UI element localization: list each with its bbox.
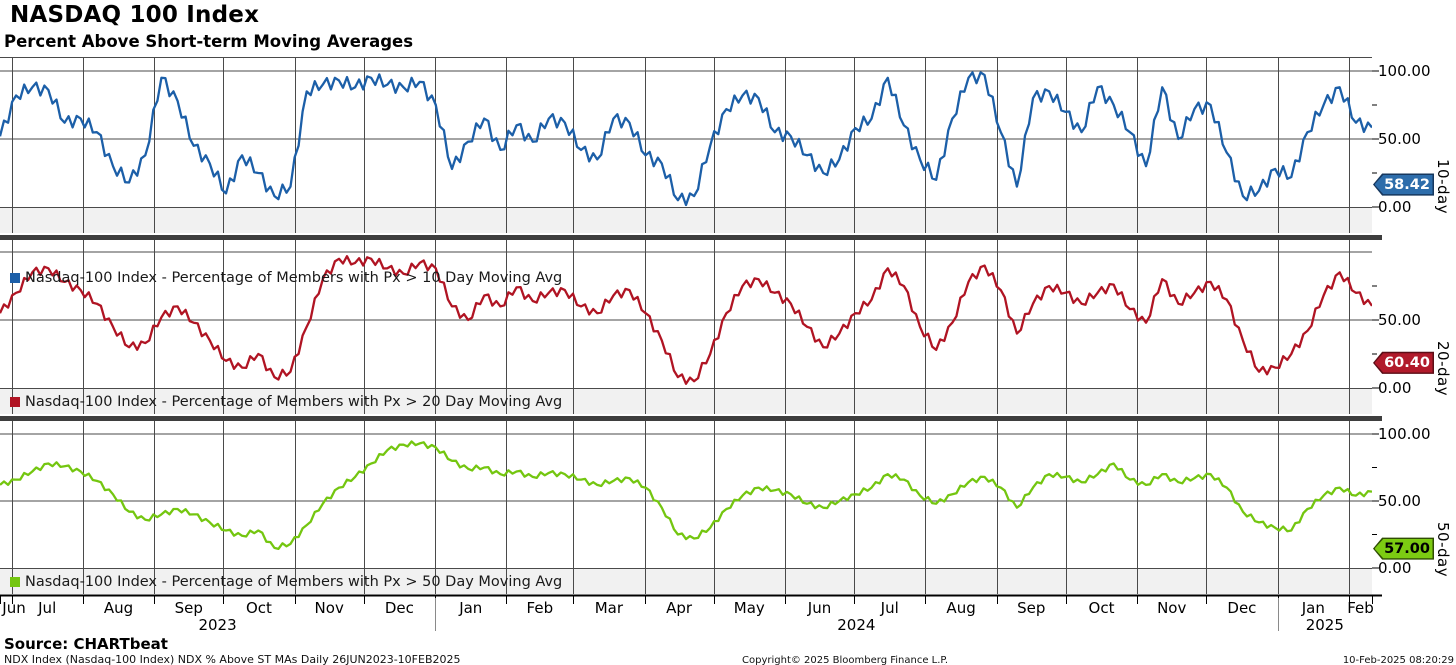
legend-label-20-day: Nasdaq-100 Index - Percentage of Members… — [25, 394, 563, 410]
x-tick-month: Dec — [384, 599, 414, 617]
x-tick-month: Mar — [594, 599, 624, 617]
x-tick-month: Jul — [880, 599, 899, 617]
x-tick-month: Jun — [807, 599, 832, 617]
y-tick-label: 100.00 — [1378, 62, 1431, 80]
x-tick-month: Feb — [526, 599, 554, 617]
legend-marker-20-day-icon — [10, 397, 20, 407]
x-tick-month: Jan — [1301, 599, 1325, 617]
x-tick-month: May — [733, 599, 765, 617]
y-tick-label: 0.00 — [1378, 198, 1412, 216]
panel-axis-label-20-day: 20-day — [1434, 341, 1452, 397]
x-tick-month: Oct — [246, 599, 272, 617]
y-tick-label: 0.00 — [1378, 379, 1412, 397]
legend-20-day: Nasdaq-100 Index - Percentage of Members… — [10, 389, 562, 415]
x-tick-year: 2023 — [198, 616, 237, 634]
copyright-label: Copyright© 2025 Bloomberg Finance L.P. — [742, 655, 949, 665]
x-tick-month: Nov — [1157, 599, 1187, 617]
x-tick-month: Sep — [174, 599, 203, 617]
y-tick-label: 50.00 — [1378, 130, 1421, 148]
x-tick-month: Apr — [666, 599, 693, 617]
chart-area: Nasdaq-100 Index - Percentage of Members… — [0, 57, 1456, 609]
last-value-10-day: 58.42 — [1374, 174, 1433, 195]
page-subtitle: Percent Above Short-term Moving Averages — [4, 32, 414, 51]
y-tick-label: 0.00 — [1378, 559, 1412, 577]
year-separator — [1278, 598, 1279, 631]
legend-50-day: Nasdaq-100 Index - Percentage of Members… — [10, 569, 562, 595]
legend-10-day: Nasdaq-100 Index - Percentage of Members… — [10, 265, 562, 291]
x-tick-year: 2025 — [1305, 616, 1344, 634]
last-value-badge-50-day[interactable]: 57.00 — [1373, 537, 1434, 560]
x-tick-month: Oct — [1088, 599, 1115, 617]
x-tick-month: Nov — [314, 599, 344, 617]
source-label: Source: CHARTbeat — [4, 635, 168, 653]
last-value-20-day: 60.40 — [1374, 353, 1433, 373]
x-tick-month: Dec — [1227, 599, 1257, 617]
x-tick-month: Jun — [2, 599, 26, 617]
x-tick-month: Sep — [1017, 599, 1046, 617]
year-separator — [435, 598, 436, 631]
panel-axis-label-10-day: 10-day — [1434, 159, 1452, 215]
x-tick-month: Aug — [946, 599, 976, 617]
chart-meta-label: NDX Index (Nasdaq-100 Index) NDX % Above… — [4, 653, 461, 665]
legend-label-10-day: Nasdaq-100 Index - Percentage of Members… — [25, 270, 563, 286]
y-tick-label: 100.00 — [1378, 425, 1431, 443]
last-value-50-day: 57.00 — [1374, 539, 1433, 559]
timestamp-label: 10-Feb-2025 08:20:29 — [1342, 655, 1454, 665]
legend-marker-10-day-icon — [10, 273, 20, 283]
last-value-badge-20-day[interactable]: 60.40 — [1373, 351, 1434, 374]
x-tick-year: 2024 — [837, 616, 876, 634]
x-tick-month: Aug — [103, 599, 134, 617]
last-value-badge-10-day[interactable]: 58.42 — [1373, 173, 1434, 196]
chart-canvas[interactable] — [0, 57, 1382, 609]
page-title: NASDAQ 100 Index — [10, 2, 260, 28]
legend-label-50-day: Nasdaq-100 Index - Percentage of Members… — [25, 574, 563, 590]
y-tick-label: 50.00 — [1378, 492, 1421, 510]
x-tick-month: Jul — [38, 599, 57, 617]
panel-axis-label-50-day: 50-day — [1434, 521, 1452, 577]
x-tick-month: Jan — [459, 599, 483, 617]
y-tick-label: 50.00 — [1378, 311, 1421, 329]
x-tick-month: Feb — [1347, 599, 1374, 617]
legend-marker-50-day-icon — [10, 577, 20, 587]
